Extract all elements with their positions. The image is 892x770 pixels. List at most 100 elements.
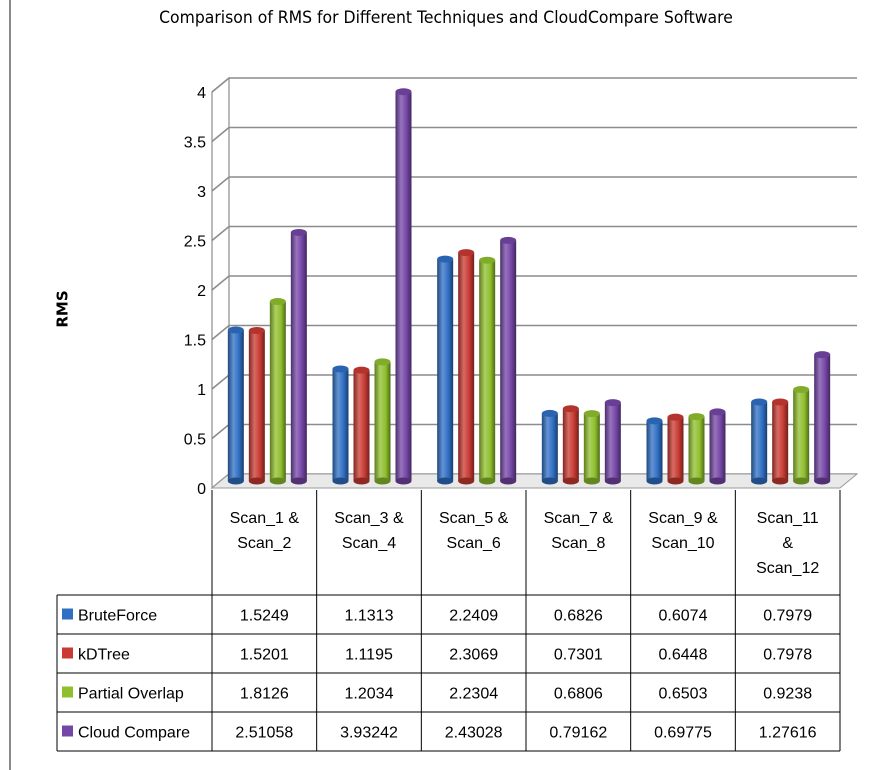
legend-swatch xyxy=(62,608,73,620)
bar-base xyxy=(479,477,496,485)
table-cell: 0.79162 xyxy=(549,725,607,742)
category-label: Scan_9 & Scan_10 xyxy=(648,510,718,552)
table-cell: 1.27616 xyxy=(759,725,817,742)
bar xyxy=(395,88,412,485)
bar-top xyxy=(227,326,244,334)
bar-body xyxy=(332,369,349,481)
bar xyxy=(541,409,558,485)
bar-top xyxy=(500,236,517,244)
table-cell: 2.2304 xyxy=(449,686,498,703)
bar-base xyxy=(667,477,684,485)
bar xyxy=(646,417,663,485)
bar-base xyxy=(332,477,349,485)
y-tick-label: 3.5 xyxy=(184,135,206,152)
table-cell: 2.3069 xyxy=(449,647,498,664)
bar-base xyxy=(227,477,244,485)
bar-top xyxy=(395,88,412,96)
legend-swatch xyxy=(62,647,73,659)
bar-body xyxy=(374,361,391,481)
table-cell: 0.6826 xyxy=(554,608,603,625)
bar-base xyxy=(437,477,454,485)
table-cell: 2.43028 xyxy=(445,725,503,742)
bar-base xyxy=(541,477,558,485)
table-cell: 0.6448 xyxy=(659,647,708,664)
table-cell: 3.93242 xyxy=(340,725,398,742)
frame-border xyxy=(9,0,11,770)
bar-base xyxy=(793,477,810,485)
table-cell: 1.5249 xyxy=(240,608,289,625)
bar-base xyxy=(583,477,600,485)
bar-top xyxy=(793,386,810,394)
bar xyxy=(500,236,517,485)
legend-label: kDTree xyxy=(78,647,130,664)
table-cell: 0.7301 xyxy=(554,647,603,664)
bar xyxy=(248,327,265,485)
bar-base xyxy=(500,477,517,485)
gridline xyxy=(211,126,857,143)
bar-base xyxy=(290,477,307,485)
bar-body xyxy=(269,301,286,481)
bar xyxy=(604,399,621,485)
bar xyxy=(269,298,286,485)
bar-body xyxy=(814,354,831,481)
category-label: Scan_11 & Scan_12 xyxy=(756,510,819,577)
category-label: Scan_1 & Scan_2 xyxy=(230,510,300,552)
bar-base xyxy=(269,477,286,485)
bar-body xyxy=(604,402,621,481)
bar-body xyxy=(290,232,307,481)
bar xyxy=(583,410,600,485)
bar-base xyxy=(458,477,475,485)
bar xyxy=(814,351,831,485)
category-label: Scan_5 & Scan_6 xyxy=(439,510,509,552)
data-table: Scan_1 & Scan_2 Scan_3 & Scan_4 Scan_5 & Scan… xyxy=(56,490,841,752)
bar-body xyxy=(437,259,454,481)
bar xyxy=(667,413,684,485)
bar xyxy=(793,386,810,485)
bar-base xyxy=(751,477,768,485)
bar-body xyxy=(479,260,496,481)
bar-base xyxy=(688,477,705,485)
legend-swatch xyxy=(62,725,73,737)
bar xyxy=(458,249,475,485)
legend-label: BruteForce xyxy=(78,608,157,625)
bar-base xyxy=(814,477,831,485)
bar xyxy=(227,326,244,485)
bars xyxy=(227,88,831,485)
y-tick-label: 2.5 xyxy=(184,234,206,251)
bar-body xyxy=(667,417,684,481)
bar xyxy=(562,405,579,485)
bar-body xyxy=(793,389,810,481)
bar-body xyxy=(562,408,579,481)
table-cell: 1.5201 xyxy=(240,647,289,664)
y-tick-label: 2 xyxy=(197,283,206,300)
y-tick-label: 1 xyxy=(197,382,206,399)
bar xyxy=(374,358,391,485)
bar-top xyxy=(269,298,286,306)
bar-body xyxy=(688,416,705,481)
bar-top xyxy=(437,255,454,263)
legend-label: Cloud Compare xyxy=(78,725,190,742)
bar-top xyxy=(772,398,789,406)
table-cell: 1.2034 xyxy=(345,686,394,703)
bar-base xyxy=(646,477,663,485)
table-cell: 0.6806 xyxy=(554,686,603,703)
gridline xyxy=(211,77,857,93)
bar xyxy=(772,398,789,485)
bar-top xyxy=(353,366,370,374)
bar xyxy=(709,408,726,485)
bar xyxy=(751,398,768,485)
bar-body xyxy=(541,413,558,481)
bar-top xyxy=(479,256,496,264)
bar-body xyxy=(248,330,265,481)
bar-base xyxy=(604,477,621,485)
table-cell: 0.69775 xyxy=(654,725,712,742)
table-cell: 1.1195 xyxy=(345,647,393,664)
bar-body xyxy=(772,402,789,481)
bar-base xyxy=(248,477,265,485)
y-tick-label: 1.5 xyxy=(184,333,206,350)
bar-top xyxy=(583,410,600,418)
bar-top xyxy=(814,351,831,359)
bar-top xyxy=(290,228,307,236)
bar xyxy=(437,255,454,485)
